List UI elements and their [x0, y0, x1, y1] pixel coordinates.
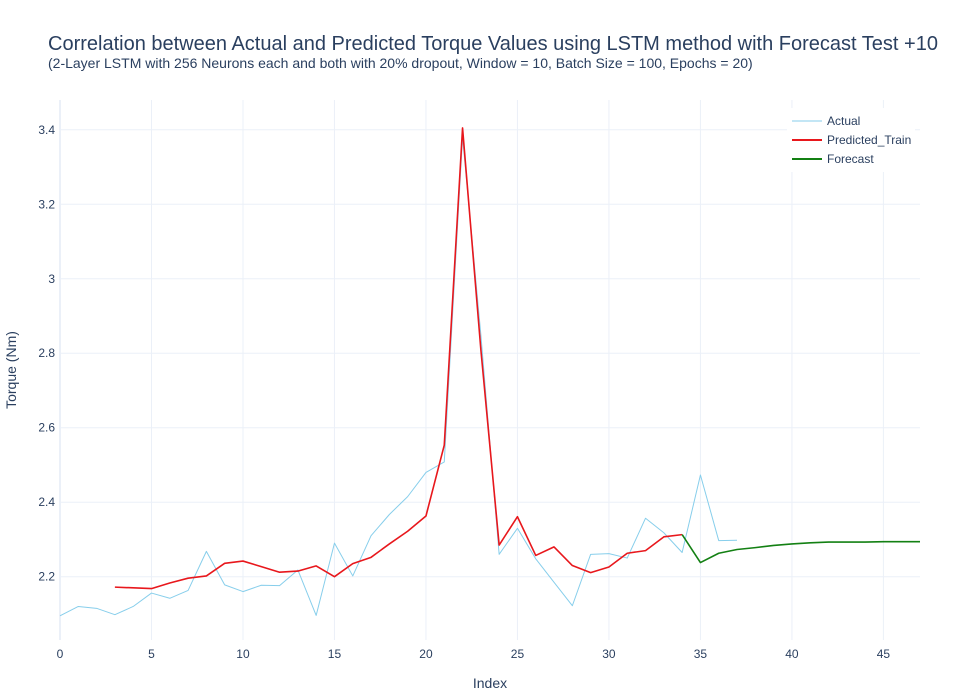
- series-line-predicted-train[interactable]: [114, 127, 683, 590]
- legend-label-actual[interactable]: Actual: [827, 114, 860, 128]
- y-tick-label: 2.4: [38, 495, 55, 509]
- x-tick-label: 35: [694, 647, 708, 661]
- y-tick-label: 2.2: [38, 570, 55, 584]
- x-tick-label: 30: [602, 647, 616, 661]
- series-line-actual[interactable]: [59, 136, 738, 617]
- x-tick-label: 45: [877, 647, 891, 661]
- legend-label-forecast[interactable]: Forecast: [827, 152, 874, 166]
- plot-background: [60, 100, 920, 640]
- y-tick-label: 3: [48, 272, 55, 286]
- y-tick-label: 3.4: [38, 123, 55, 137]
- series-line-forecast[interactable]: [681, 534, 920, 564]
- chart-subtitle: (2-Layer LSTM with 256 Neurons each and …: [48, 55, 753, 71]
- chart-title: Correlation between Actual and Predicted…: [48, 33, 938, 55]
- x-tick-label: 0: [57, 647, 64, 661]
- x-tick-label: 5: [148, 647, 155, 661]
- x-axis-title: Index: [473, 675, 507, 691]
- y-axis-title: Torque (Nm): [3, 331, 19, 409]
- x-tick-label: 15: [328, 647, 342, 661]
- tick-labels: 0 5 10 15 20 25 30 35 40 45 2.2 2.4 2.6 2.8 3 3.2 3.4: [38, 123, 890, 661]
- x-tick-label: 20: [419, 647, 433, 661]
- series-layer: [59, 127, 920, 617]
- y-tick-label: 3.2: [38, 197, 55, 211]
- legend: Actual Predicted_Train Forecast: [787, 108, 915, 172]
- x-tick-label: 25: [511, 647, 525, 661]
- y-tick-label: 2.6: [38, 421, 55, 435]
- x-tick-label: 10: [236, 647, 250, 661]
- x-tick-label: 40: [785, 647, 799, 661]
- legend-label-predicted-train[interactable]: Predicted_Train: [827, 133, 911, 147]
- y-tick-label: 2.8: [38, 346, 55, 360]
